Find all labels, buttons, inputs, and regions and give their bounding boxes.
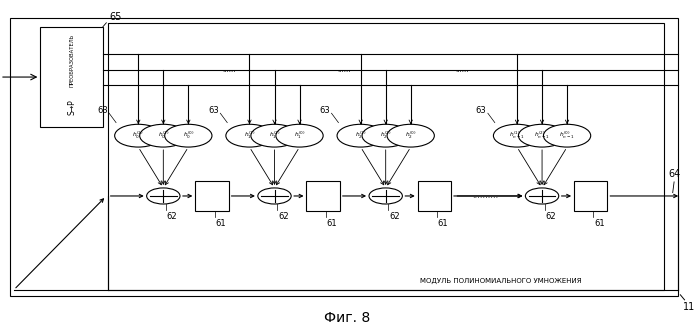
Text: $h_1^{(1)}$: $h_1^{(1)}$ (244, 130, 255, 141)
Circle shape (258, 188, 291, 204)
Text: ......: ...... (337, 67, 351, 73)
Text: $h_1^{(2)}$: $h_1^{(2)}$ (269, 130, 281, 141)
Bar (306, 181, 340, 211)
Text: 64: 64 (668, 169, 681, 179)
Ellipse shape (544, 124, 591, 147)
Ellipse shape (226, 124, 273, 147)
Text: $h_2^{(0)}$: $h_2^{(0)}$ (405, 130, 417, 141)
Circle shape (526, 188, 558, 204)
Text: $h_{n-1}^{(1)}$: $h_{n-1}^{(1)}$ (510, 130, 525, 141)
Ellipse shape (337, 124, 385, 147)
Text: 63: 63 (97, 107, 107, 115)
Text: 62: 62 (546, 212, 556, 221)
Text: $h_{n-1}^{(0)}$: $h_{n-1}^{(0)}$ (559, 130, 575, 141)
Text: ПРЕОБРАЗОВАТЕЛЬ: ПРЕОБРАЗОВАТЕЛЬ (69, 34, 74, 87)
Text: 61: 61 (594, 219, 604, 228)
Circle shape (369, 188, 402, 204)
Text: S→P: S→P (67, 99, 76, 115)
Bar (417, 181, 451, 211)
Text: 63: 63 (476, 107, 487, 115)
Bar (107, 23, 664, 290)
Bar (40, 27, 103, 127)
Ellipse shape (387, 124, 434, 147)
Text: ......: ...... (223, 67, 236, 73)
Ellipse shape (165, 124, 212, 147)
Text: 61: 61 (327, 219, 337, 228)
Text: $h_2^{(1)}$: $h_2^{(1)}$ (355, 130, 366, 141)
Text: 63: 63 (208, 107, 219, 115)
Bar (10, 18, 678, 296)
Text: $h_0^{(0)}$: $h_0^{(0)}$ (183, 130, 194, 141)
Text: $h_0^{(2)}$: $h_0^{(2)}$ (158, 130, 169, 141)
Text: $h_2^{(2)}$: $h_2^{(2)}$ (380, 130, 392, 141)
Text: $h_{n-1}^{(2)}$: $h_{n-1}^{(2)}$ (534, 130, 550, 141)
Text: $h_1^{(0)}$: $h_1^{(0)}$ (294, 130, 305, 141)
Ellipse shape (140, 124, 187, 147)
Text: 62: 62 (278, 212, 288, 221)
Text: 62: 62 (389, 212, 400, 221)
Ellipse shape (519, 124, 565, 147)
Ellipse shape (493, 124, 541, 147)
Ellipse shape (251, 124, 298, 147)
Ellipse shape (114, 124, 162, 147)
Text: 61: 61 (438, 219, 448, 228)
Bar (574, 181, 607, 211)
Text: 62: 62 (167, 212, 177, 221)
Text: 63: 63 (320, 107, 330, 115)
Text: ......: ...... (455, 67, 469, 73)
Text: 11: 11 (683, 302, 695, 312)
Text: Фиг. 8: Фиг. 8 (325, 311, 371, 325)
Text: ..........: .......... (472, 192, 498, 200)
Text: 61: 61 (216, 219, 226, 228)
Text: МОДУЛЬ ПОЛИНОМИАЛЬНОГО УМНОЖЕНИЯ: МОДУЛЬ ПОЛИНОМИАЛЬНОГО УМНОЖЕНИЯ (419, 278, 581, 284)
Circle shape (147, 188, 180, 204)
Ellipse shape (276, 124, 323, 147)
Text: $h_0^{(1)}$: $h_0^{(1)}$ (133, 130, 144, 141)
Ellipse shape (362, 124, 409, 147)
Bar (195, 181, 229, 211)
Text: 65: 65 (110, 12, 122, 22)
